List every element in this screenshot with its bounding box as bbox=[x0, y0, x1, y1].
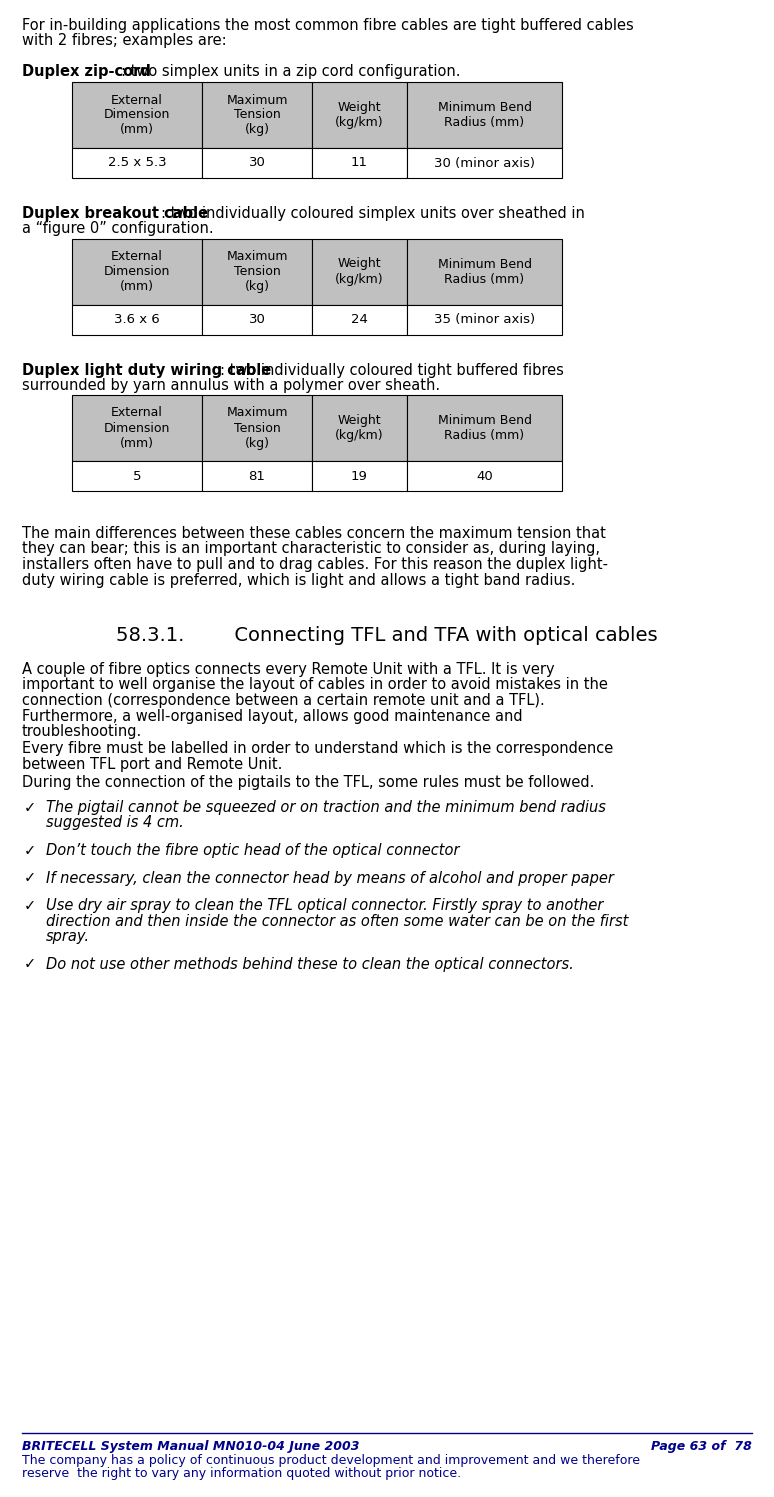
Bar bbox=[202, 395, 312, 461]
Text: Duplex light duty wiring cable: Duplex light duty wiring cable bbox=[22, 362, 271, 377]
Text: direction and then inside the connector as often some water can be on the first: direction and then inside the connector … bbox=[46, 913, 628, 928]
Text: between TFL port and Remote Unit.: between TFL port and Remote Unit. bbox=[22, 757, 283, 772]
Text: Maximum
Tension
(kg): Maximum Tension (kg) bbox=[226, 407, 288, 449]
Text: Maximum
Tension
(kg): Maximum Tension (kg) bbox=[226, 93, 288, 136]
Bar bbox=[202, 304, 312, 334]
Text: duty wiring cable is preferred, which is light and allows a tight band radius.: duty wiring cable is preferred, which is… bbox=[22, 572, 575, 587]
Text: suggested is 4 cm.: suggested is 4 cm. bbox=[46, 816, 183, 831]
Bar bbox=[72, 395, 202, 461]
Text: 24: 24 bbox=[351, 313, 368, 326]
Text: ✓: ✓ bbox=[24, 870, 36, 886]
Text: they can bear; this is an important characteristic to consider as, during laying: they can bear; this is an important char… bbox=[22, 542, 600, 557]
Bar bbox=[407, 461, 562, 491]
Bar bbox=[202, 238, 312, 304]
Text: Maximum
Tension
(kg): Maximum Tension (kg) bbox=[226, 250, 288, 293]
Text: Duplex zip-cord: Duplex zip-cord bbox=[22, 64, 151, 79]
Text: A couple of fibre optics connects every Remote Unit with a TFL. It is very: A couple of fibre optics connects every … bbox=[22, 662, 555, 677]
Text: The pigtail cannot be squeezed or on traction and the minimum bend radius: The pigtail cannot be squeezed or on tra… bbox=[46, 799, 606, 814]
Text: ✓: ✓ bbox=[24, 898, 36, 913]
Text: Every fibre must be labelled in order to understand which is the correspondence: Every fibre must be labelled in order to… bbox=[22, 741, 613, 756]
Text: 30: 30 bbox=[248, 313, 265, 326]
Text: Page 63 of  78: Page 63 of 78 bbox=[651, 1440, 752, 1454]
Bar bbox=[407, 395, 562, 461]
Bar bbox=[312, 461, 407, 491]
Bar bbox=[312, 304, 407, 334]
Text: 19: 19 bbox=[351, 470, 368, 482]
Text: 81: 81 bbox=[248, 470, 265, 482]
Bar bbox=[312, 395, 407, 461]
Text: reserve  the right to vary any information quoted without prior notice.: reserve the right to vary any informatio… bbox=[22, 1467, 461, 1481]
Text: During the connection of the pigtails to the TFL, some rules must be followed.: During the connection of the pigtails to… bbox=[22, 774, 594, 789]
Text: External
Dimension
(mm): External Dimension (mm) bbox=[104, 93, 170, 136]
Text: troubleshooting.: troubleshooting. bbox=[22, 725, 142, 740]
Text: 40: 40 bbox=[476, 470, 493, 482]
Bar bbox=[202, 148, 312, 178]
Bar bbox=[312, 238, 407, 304]
Bar bbox=[72, 238, 202, 304]
Bar bbox=[407, 238, 562, 304]
Text: connection (correspondence between a certain remote unit and a TFL).: connection (correspondence between a cer… bbox=[22, 693, 545, 708]
Text: If necessary, clean the connector head by means of alcohol and proper paper: If necessary, clean the connector head b… bbox=[46, 870, 614, 886]
Text: 58.3.1.        Connecting TFL and TFA with optical cables: 58.3.1. Connecting TFL and TFA with opti… bbox=[116, 626, 658, 645]
Bar bbox=[72, 461, 202, 491]
Text: 2.5 x 5.3: 2.5 x 5.3 bbox=[108, 157, 166, 169]
Text: Don’t touch the fibre optic head of the optical connector: Don’t touch the fibre optic head of the … bbox=[46, 843, 460, 858]
Text: The main differences between these cables concern the maximum tension that: The main differences between these cable… bbox=[22, 525, 606, 540]
Text: Minimum Bend
Radius (mm): Minimum Bend Radius (mm) bbox=[437, 100, 532, 129]
Text: Use dry air spray to clean the TFL optical connector. Firstly spray to another: Use dry air spray to clean the TFL optic… bbox=[46, 898, 604, 913]
Text: Duplex breakout cable: Duplex breakout cable bbox=[22, 207, 208, 222]
Text: spray.: spray. bbox=[46, 930, 90, 945]
Text: : two simplex units in a zip cord configuration.: : two simplex units in a zip cord config… bbox=[121, 64, 461, 79]
Text: For in-building applications the most common fibre cables are tight buffered cab: For in-building applications the most co… bbox=[22, 18, 634, 33]
Bar bbox=[407, 148, 562, 178]
Bar bbox=[202, 461, 312, 491]
Text: a “figure 0” configuration.: a “figure 0” configuration. bbox=[22, 222, 214, 237]
Text: Weight
(kg/km): Weight (kg/km) bbox=[335, 415, 384, 442]
Bar bbox=[202, 82, 312, 148]
Text: 30 (minor axis): 30 (minor axis) bbox=[434, 157, 535, 169]
Text: External
Dimension
(mm): External Dimension (mm) bbox=[104, 407, 170, 449]
Text: 3.6 x 6: 3.6 x 6 bbox=[114, 313, 160, 326]
Text: : two individually coloured tight buffered fibres: : two individually coloured tight buffer… bbox=[220, 362, 564, 377]
Text: Do not use other methods behind these to clean the optical connectors.: Do not use other methods behind these to… bbox=[46, 957, 574, 972]
Text: ✓: ✓ bbox=[24, 799, 36, 814]
Bar bbox=[312, 148, 407, 178]
Text: Minimum Bend
Radius (mm): Minimum Bend Radius (mm) bbox=[437, 415, 532, 442]
Text: 11: 11 bbox=[351, 157, 368, 169]
Text: Furthermore, a well-organised layout, allows good maintenance and: Furthermore, a well-organised layout, al… bbox=[22, 708, 522, 723]
Text: BRITECELL System Manual MN010-04 June 2003: BRITECELL System Manual MN010-04 June 20… bbox=[22, 1440, 359, 1454]
Text: The company has a policy of continuous product development and improvement and w: The company has a policy of continuous p… bbox=[22, 1454, 640, 1467]
Bar bbox=[72, 82, 202, 148]
Text: External
Dimension
(mm): External Dimension (mm) bbox=[104, 250, 170, 293]
Bar bbox=[72, 148, 202, 178]
Bar bbox=[407, 82, 562, 148]
Text: : two individually coloured simplex units over sheathed in: : two individually coloured simplex unit… bbox=[160, 207, 584, 222]
Text: ✓: ✓ bbox=[24, 843, 36, 858]
Bar bbox=[407, 304, 562, 334]
Text: Weight
(kg/km): Weight (kg/km) bbox=[335, 257, 384, 286]
Text: important to well organise the layout of cables in order to avoid mistakes in th: important to well organise the layout of… bbox=[22, 678, 608, 693]
Text: Minimum Bend
Radius (mm): Minimum Bend Radius (mm) bbox=[437, 257, 532, 286]
Text: ✓: ✓ bbox=[24, 957, 36, 972]
Text: installers often have to pull and to drag cables. For this reason the duplex lig: installers often have to pull and to dra… bbox=[22, 557, 608, 572]
Text: with 2 fibres; examples are:: with 2 fibres; examples are: bbox=[22, 33, 227, 48]
Bar bbox=[312, 82, 407, 148]
Text: Weight
(kg/km): Weight (kg/km) bbox=[335, 100, 384, 129]
Bar bbox=[72, 304, 202, 334]
Text: 30: 30 bbox=[248, 157, 265, 169]
Text: 5: 5 bbox=[133, 470, 141, 482]
Text: surrounded by yarn annulus with a polymer over sheath.: surrounded by yarn annulus with a polyme… bbox=[22, 379, 440, 394]
Text: 35 (minor axis): 35 (minor axis) bbox=[434, 313, 535, 326]
